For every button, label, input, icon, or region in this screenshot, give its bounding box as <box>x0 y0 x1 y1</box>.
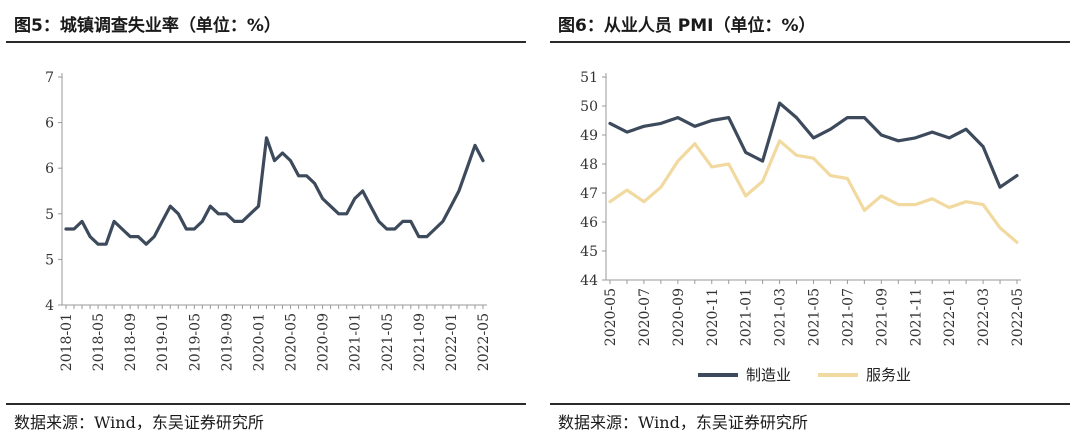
x-tick-label: 2022-03 <box>976 288 992 346</box>
x-tick-label: 2020-07 <box>637 288 653 346</box>
y-tick-label: 48 <box>580 157 598 173</box>
x-tick-label: 2018-01 <box>59 313 75 371</box>
x-tick-label: 2020-05 <box>603 288 619 346</box>
x-tick-label: 2020-09 <box>671 288 687 346</box>
y-tick-label: 5 <box>45 207 54 223</box>
figure-6-source: 数据来源：Wind，东吴证券研究所 <box>558 413 808 432</box>
y-tick-label: 4 <box>45 298 54 314</box>
y-tick-label: 6 <box>45 116 54 132</box>
figure-5-title: 图5：城镇调查失业率（单位：%） <box>14 16 281 36</box>
legend-label-1: 制造业 <box>746 366 791 384</box>
series-line-1 <box>608 101 1019 189</box>
x-tick-label: 2021-11 <box>908 288 924 346</box>
x-tick-label: 2021-09 <box>412 313 428 371</box>
x-tick-label: 2022-01 <box>942 288 958 346</box>
x-tick-label: 2021-09 <box>874 288 890 346</box>
x-tick-label: 2021-05 <box>380 313 396 371</box>
figure-5-panel: 图5：城镇调查失业率（单位：%） 4 5 5 6 6 7 2018-01 2018-05 201… <box>6 0 526 447</box>
x-tick-label: 2021-01 <box>739 288 755 346</box>
x-tick-label: 2021-01 <box>348 313 364 371</box>
x-tick-label: 2020-05 <box>284 313 300 371</box>
unemployment-line-chart: 4 5 5 6 6 7 2018-01 2018-05 2018-09 2019-01 2019-0… <box>45 70 492 371</box>
x-tick-label: 2022-01 <box>444 313 460 371</box>
x-tick-label: 2022-05 <box>476 313 492 371</box>
y-tick-label: 45 <box>580 244 598 260</box>
y-tick-label: 46 <box>580 215 598 231</box>
figure-6-bottom-rule <box>550 403 1070 405</box>
y-tick-label: 44 <box>580 273 598 289</box>
x-tick-label: 2020-09 <box>316 313 332 371</box>
x-tick-label: 2021-07 <box>840 288 856 346</box>
figure-6-title: 图6：从业人员 PMI（单位：%） <box>558 16 816 36</box>
x-tick-label: 2022-05 <box>1010 288 1026 346</box>
legend-label-2: 服务业 <box>866 366 911 384</box>
x-tick-label: 2019-01 <box>155 313 171 371</box>
figure-5-source: 数据来源：Wind，东吴证券研究所 <box>14 413 264 432</box>
figure-5-bottom-rule <box>6 403 526 405</box>
series-line-2 <box>608 139 1019 244</box>
x-tick-label: 2018-05 <box>91 313 107 371</box>
y-tick-label: 49 <box>580 128 598 144</box>
y-tick-label: 5 <box>45 252 54 268</box>
x-tick-label: 2019-09 <box>219 313 235 371</box>
y-tick-label: 6 <box>45 161 54 177</box>
x-tick-label: 2020-11 <box>705 288 721 346</box>
y-tick-label: 7 <box>45 70 54 86</box>
x-tick-label: 2018-09 <box>123 313 139 371</box>
x-tick-label: 2021-03 <box>773 288 789 346</box>
y-tick-label: 51 <box>580 70 598 86</box>
y-tick-label: 47 <box>580 186 598 202</box>
figure-5-top-rule <box>6 41 526 43</box>
series-line-1 <box>64 136 485 246</box>
figure-6-top-rule <box>550 41 1070 43</box>
x-tick-label: 2021-05 <box>807 288 823 346</box>
y-tick-label: 50 <box>580 99 598 115</box>
x-tick-label: 2020-01 <box>251 313 267 371</box>
figure-6-panel: 图6：从业人员 PMI（单位：%） 44 45 46 47 48 49 50 51 2020-0… <box>550 0 1070 447</box>
x-tick-label: 2019-05 <box>187 313 203 371</box>
pmi-employment-line-chart: 44 45 46 47 48 49 50 51 2020-05 2020-07 2020-09 202… <box>580 70 1026 384</box>
